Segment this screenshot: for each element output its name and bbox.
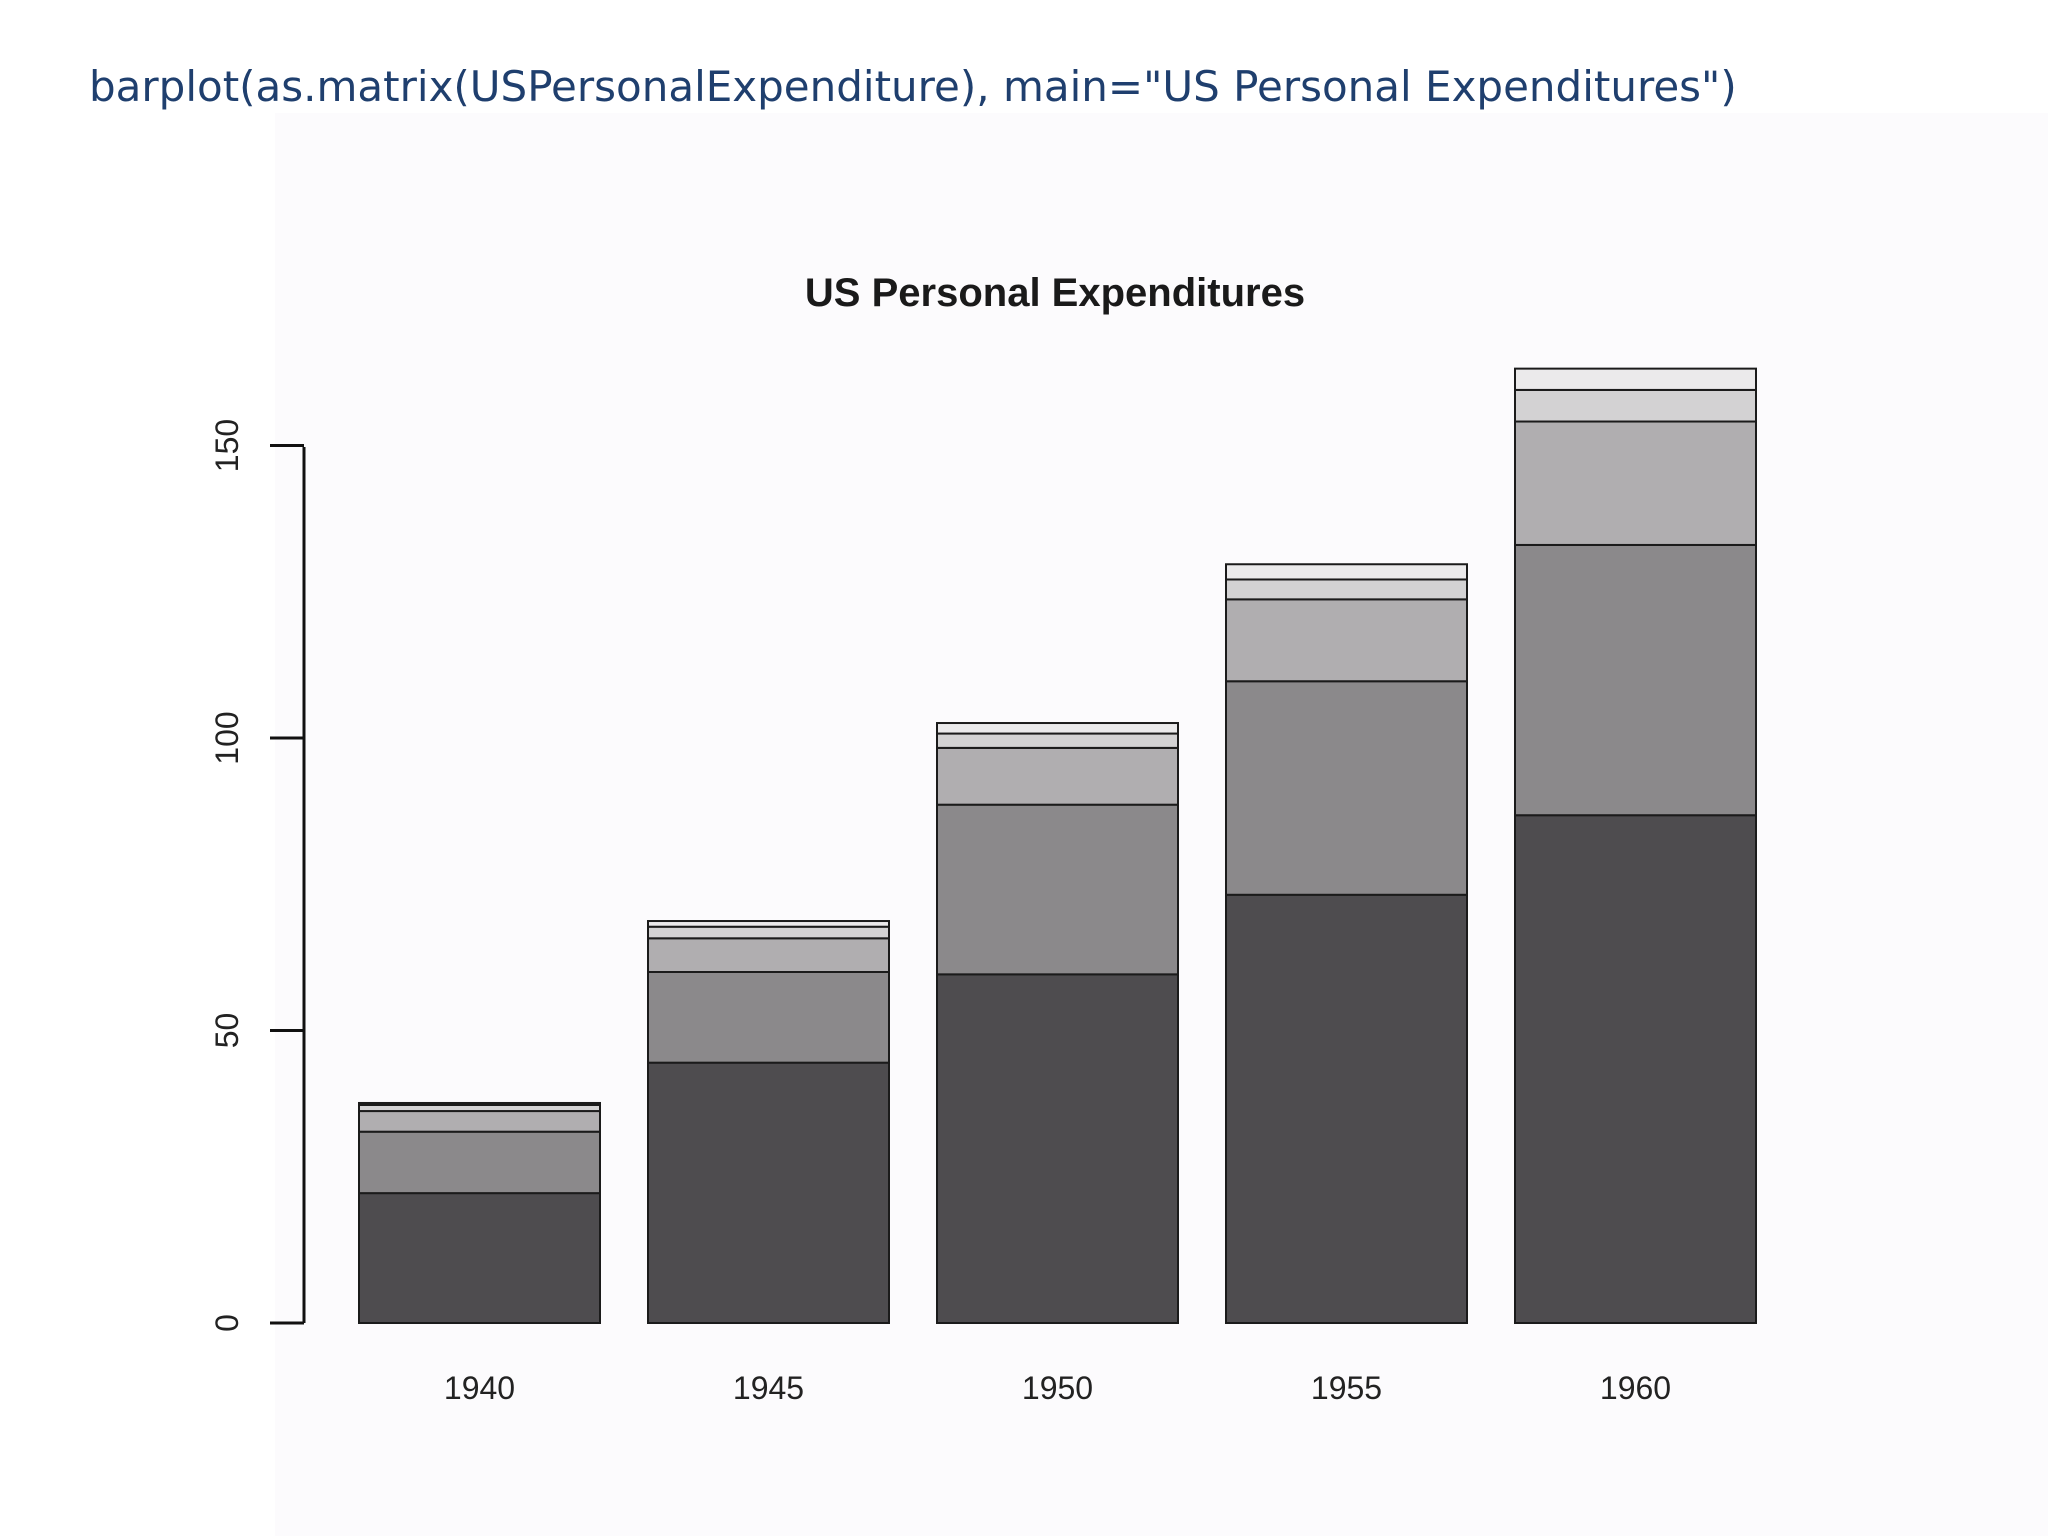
- bar-segment-1940-2: [358, 1130, 601, 1195]
- bar-segment-1945-3: [647, 937, 890, 974]
- bar-segment-1945-2: [647, 971, 890, 1064]
- bar-segment-1960-5: [1514, 367, 1757, 391]
- bar-segment-1950-3: [936, 746, 1179, 806]
- bar-segment-1950-4: [936, 732, 1179, 749]
- bar-segment-1945-4: [647, 925, 890, 940]
- bars-group: [358, 367, 1757, 1325]
- bar-segment-1955-5: [1225, 563, 1468, 581]
- bar-segment-1950-2: [936, 803, 1179, 976]
- x-tick-label: 1960: [1600, 1370, 1671, 1406]
- bar-segment-1955-1: [1225, 893, 1468, 1325]
- bar-segment-1940-3: [358, 1110, 601, 1133]
- bar-segment-1945-1: [647, 1061, 890, 1325]
- bar-segment-1950-5: [936, 722, 1179, 735]
- bar-segment-1960-1: [1514, 814, 1757, 1324]
- code-snippet: barplot(as.matrix(USPersonalExpenditure)…: [89, 62, 1737, 111]
- bar-segment-1945-5: [647, 920, 890, 928]
- bar-segment-1950-1: [936, 973, 1179, 1325]
- y-tick-label: 150: [209, 419, 245, 472]
- bar-segment-1955-2: [1225, 680, 1468, 896]
- bar-segment-1960-4: [1514, 388, 1757, 423]
- x-tick-label: 1955: [1311, 1370, 1382, 1406]
- y-tick-label: 100: [209, 711, 245, 764]
- chart-title: US Personal Expenditures: [805, 271, 1305, 315]
- x-tick-label: 1940: [444, 1370, 515, 1406]
- bar-segment-1955-3: [1225, 598, 1468, 683]
- y-tick-label: 0: [209, 1314, 245, 1332]
- x-tick-label: 1950: [1022, 1370, 1093, 1406]
- y-ticks-group: 0 50 100 150: [209, 419, 304, 1332]
- bar-segment-1955-4: [1225, 578, 1468, 601]
- x-tick-label: 1945: [733, 1370, 804, 1406]
- bar-segment-1960-3: [1514, 420, 1757, 546]
- bar-segment-1940-1: [358, 1192, 601, 1324]
- bar-segment-1960-2: [1514, 543, 1757, 817]
- y-tick-label: 50: [209, 1013, 245, 1049]
- bar-segment-1940-5: [358, 1101, 601, 1106]
- x-labels-group: 1940 1945 1950 1955 1960: [444, 1370, 1671, 1406]
